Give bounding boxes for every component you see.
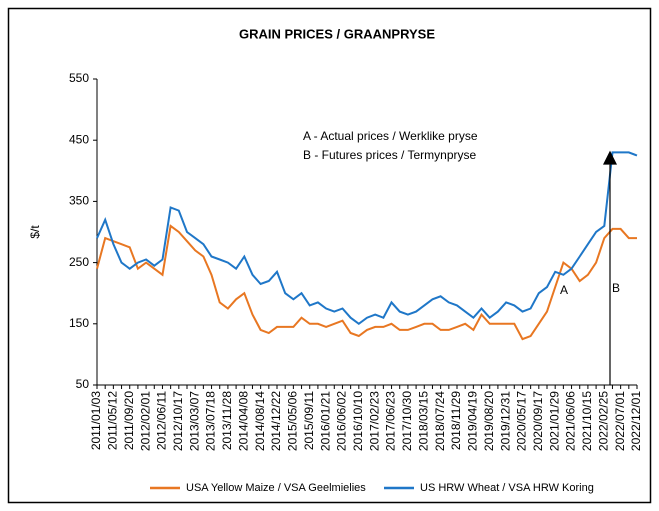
x-tick-label: 2012/10/17 [171,391,185,451]
x-tick-label: 2020/09/17 [531,391,545,451]
series-line [96,224,637,341]
chart-title: GRAIN PRICES / GRAANPRYSE [239,26,435,41]
x-tick-label: 2014/12/22 [269,391,283,451]
y-tick-label: 550 [69,71,89,85]
x-tick-label: 2018/11/29 [449,391,463,450]
x-tick-label: 2022/02/25 [596,391,610,451]
y-tick-label: 50 [76,377,90,391]
y-tick-label: 150 [69,316,89,330]
legend-label: US HRW Wheat / VSA HRW Koring [420,482,594,494]
chart-border [7,7,652,504]
legend-label: USA Yellow Maize / VSA Geelmielies [186,482,366,494]
x-tick-label: 2019/08/20 [482,391,496,451]
x-tick-label: 2020/05/17 [515,391,529,451]
y-tick-label: 450 [69,132,89,146]
x-tick-label: 2021/06/06 [564,391,578,451]
x-tick-label: 2016/01/21 [318,391,332,451]
x-tick-label: 2012/06/11 [155,391,169,450]
annotation: B [612,281,620,295]
x-tick-label: 2014/08/14 [253,391,267,451]
x-tick-label: 2015/05/06 [286,391,300,451]
x-tick-label: 2016/06/02 [335,391,349,451]
x-tick-label: 2016/10/10 [351,391,365,451]
x-tick-label: 2015/09/11 [302,391,316,450]
annotation: A - Actual prices / Werklike pryse [303,129,478,143]
x-tick-label: 2021/01/29 [547,391,561,451]
x-tick-label: 2022/12/01 [629,391,643,451]
x-tick-label: 2011/01/03 [89,391,103,450]
x-tick-label: 2012/02/01 [138,391,152,451]
x-tick-label: 2013/07/18 [204,391,218,451]
x-tick-label: 2017/02/23 [367,391,381,451]
x-tick-label: 2021/10/15 [580,391,594,451]
annotation: A [560,283,568,297]
annotation: B - Futures prices / Termynpryse [303,148,476,162]
x-tick-label: 2013/11/28 [220,391,234,450]
x-tick-label: 2019/12/31 [498,391,512,451]
x-tick-label: 2017/06/23 [384,391,398,451]
x-tick-label: 2018/03/15 [416,391,430,451]
x-tick-label: 2022/07/01 [613,391,627,451]
arrow-head [603,150,617,165]
series-line [96,151,638,326]
y-axis-label: $/t [28,225,42,239]
y-tick-label: 250 [69,255,89,269]
y-tick-label: 350 [69,194,89,208]
x-tick-label: 2019/04/19 [466,391,480,451]
x-tick-label: 2014/04/08 [236,391,250,451]
x-tick-label: 2011/09/20 [122,391,136,450]
x-tick-label: 2013/03/07 [187,391,201,451]
x-tick-label: 2011/05/12 [106,391,120,450]
x-tick-label: 2018/07/24 [433,391,447,451]
x-tick-label: 2017/10/30 [400,391,414,451]
